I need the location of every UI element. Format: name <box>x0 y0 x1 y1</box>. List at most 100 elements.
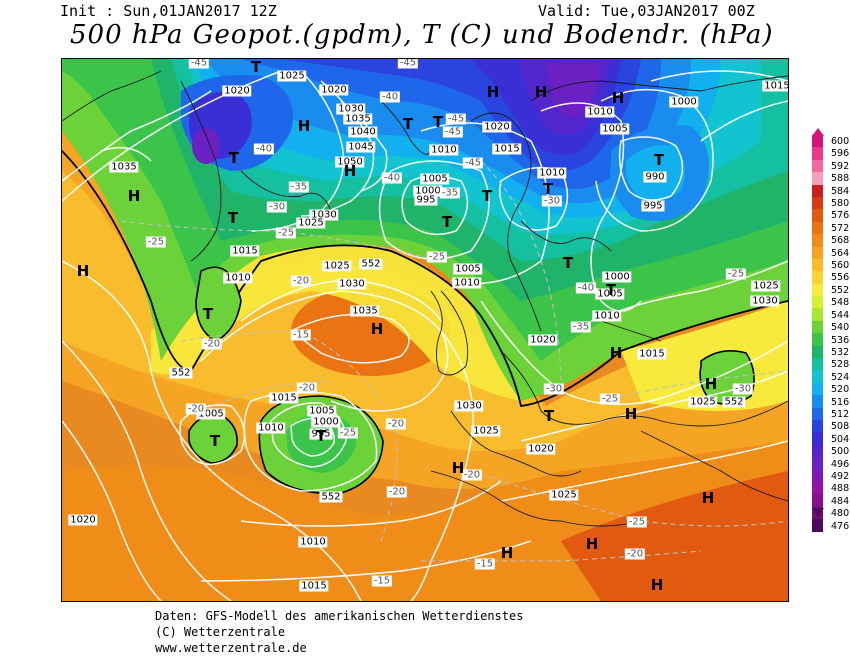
isobar-label: 995 <box>641 200 665 212</box>
geopotential-label: 552 <box>319 491 343 503</box>
credits-copyright: (C) Wetterzentrale <box>155 625 286 639</box>
high-pressure-marker: H <box>704 375 718 393</box>
high-pressure-marker: H <box>650 576 664 594</box>
isobar-label: 1010 <box>452 277 482 289</box>
temperature-label: -15 <box>371 575 393 587</box>
color-legend-labels: 600 596 592 588 584 580 576 572 568 564 560 556 552 5… <box>831 136 849 533</box>
legend-value: 492 <box>831 470 850 482</box>
low-pressure-marker: T <box>209 432 221 450</box>
legend-swatch <box>812 382 823 396</box>
temperature-label: -45 <box>442 126 464 138</box>
legend-swatch <box>812 481 823 495</box>
temperature-label: -20 <box>290 275 312 287</box>
temperature-label: -35 <box>570 321 592 333</box>
high-pressure-marker: H <box>609 344 623 362</box>
isobar-label: 1015 <box>299 580 329 592</box>
low-pressure-marker: T <box>432 113 444 131</box>
isobar-label: 1025 <box>322 260 352 272</box>
valid-time: Valid: Tue,03JAN2017 00Z <box>538 2 755 20</box>
legend-swatch <box>812 258 823 272</box>
legend-value: 484 <box>831 495 850 507</box>
isobar-label: 1025 <box>296 217 326 229</box>
legend-value: 576 <box>831 210 850 222</box>
temperature-label: -40 <box>381 172 403 184</box>
legend-swatch <box>812 345 823 359</box>
legend-value: 600 <box>831 136 850 147</box>
temperature-label: -45 <box>462 157 484 169</box>
legend-swatch <box>812 469 823 482</box>
legend-value: 544 <box>831 309 850 321</box>
low-pressure-marker: T <box>315 427 327 445</box>
legend-swatch <box>812 308 823 321</box>
temperature-label: -20 <box>624 548 646 560</box>
isobar-label: 1025 <box>751 280 781 292</box>
isobar-label: 1025 <box>471 425 501 437</box>
temperature-label: -45 <box>445 113 467 125</box>
legend-swatch <box>812 184 823 197</box>
legend-swatch <box>812 457 823 470</box>
isobar-label: 995 <box>309 428 333 440</box>
legend-swatch <box>812 234 823 247</box>
temperature-label: -25 <box>426 251 448 263</box>
isobar-label: 1005 <box>600 123 630 135</box>
geopotential-field <box>62 59 788 601</box>
legend-value: 596 <box>831 148 850 160</box>
legend-swatch <box>812 333 823 346</box>
legend-swatch <box>812 519 823 532</box>
temperature-label: -40 <box>575 282 597 294</box>
isobar-label: 1005 <box>307 405 337 417</box>
legend-swatch <box>812 159 823 173</box>
legend-value: 572 <box>831 222 850 234</box>
legend-swatch <box>812 135 823 148</box>
credits: Daten: GFS-Modell des amerikanischen Wet… <box>155 608 523 656</box>
high-pressure-marker: H <box>76 262 90 280</box>
isobar-label: 1050 <box>335 156 365 168</box>
temperature-label: -20 <box>386 486 408 498</box>
temperature-label: -25 <box>275 227 297 239</box>
legend-value: 528 <box>831 359 850 371</box>
temperature-label: -15 <box>290 329 312 341</box>
temperature-label: -20 <box>201 338 223 350</box>
isobar-label: 1000 <box>413 185 443 197</box>
legend-value: 508 <box>831 421 850 433</box>
isobar-label: 1030 <box>454 400 484 412</box>
legend-swatch <box>812 444 823 458</box>
low-pressure-marker: T <box>543 407 555 425</box>
legend-swatch <box>812 296 823 309</box>
legend-swatch <box>812 221 823 235</box>
low-pressure-marker: T <box>441 213 453 231</box>
isobar-label: 1035 <box>109 161 139 173</box>
isobar-label: 990 <box>643 171 667 183</box>
isobar-label: 1005 <box>595 288 625 300</box>
high-pressure-marker: H <box>534 83 548 101</box>
legend-value: 476 <box>831 520 850 532</box>
isobar-label: 1015 <box>230 245 260 257</box>
isobar-label: 1010 <box>585 106 615 118</box>
legend-swatch <box>812 320 823 334</box>
legend-value: 520 <box>831 384 850 396</box>
high-pressure-marker: H <box>701 489 715 507</box>
legend-value: 524 <box>831 371 850 383</box>
high-pressure-marker: H <box>343 162 357 180</box>
legend-bottom-arrow <box>812 508 824 517</box>
low-pressure-marker: T <box>481 187 493 205</box>
geopotential-label: 552 <box>722 396 746 408</box>
high-pressure-marker: H <box>611 89 625 107</box>
geopotential-label: 552 <box>169 367 193 379</box>
isobar-label: 1020 <box>482 121 512 133</box>
legend-value: 556 <box>831 272 850 284</box>
temperature-label: -25 <box>337 427 359 439</box>
legend-value: 512 <box>831 408 850 420</box>
credits-website[interactable]: www.wetterzentrale.de <box>155 641 307 655</box>
isobar-label: 1010 <box>298 536 328 548</box>
init-time: Init : Sun,01JAN2017 12Z <box>60 2 277 20</box>
high-pressure-marker: H <box>370 320 384 338</box>
isobar-label: 1010 <box>256 422 286 434</box>
high-pressure-marker: H <box>624 405 638 423</box>
legend-value: 504 <box>831 433 850 445</box>
map-title: 500 hPa Geopot.(gpdm), T (C) und Bodendr… <box>70 20 774 50</box>
temperature-label: -20 <box>296 382 318 394</box>
isobar-label: 1025 <box>688 396 718 408</box>
legend-swatch <box>812 395 823 408</box>
isobar-label: 1020 <box>68 514 98 526</box>
